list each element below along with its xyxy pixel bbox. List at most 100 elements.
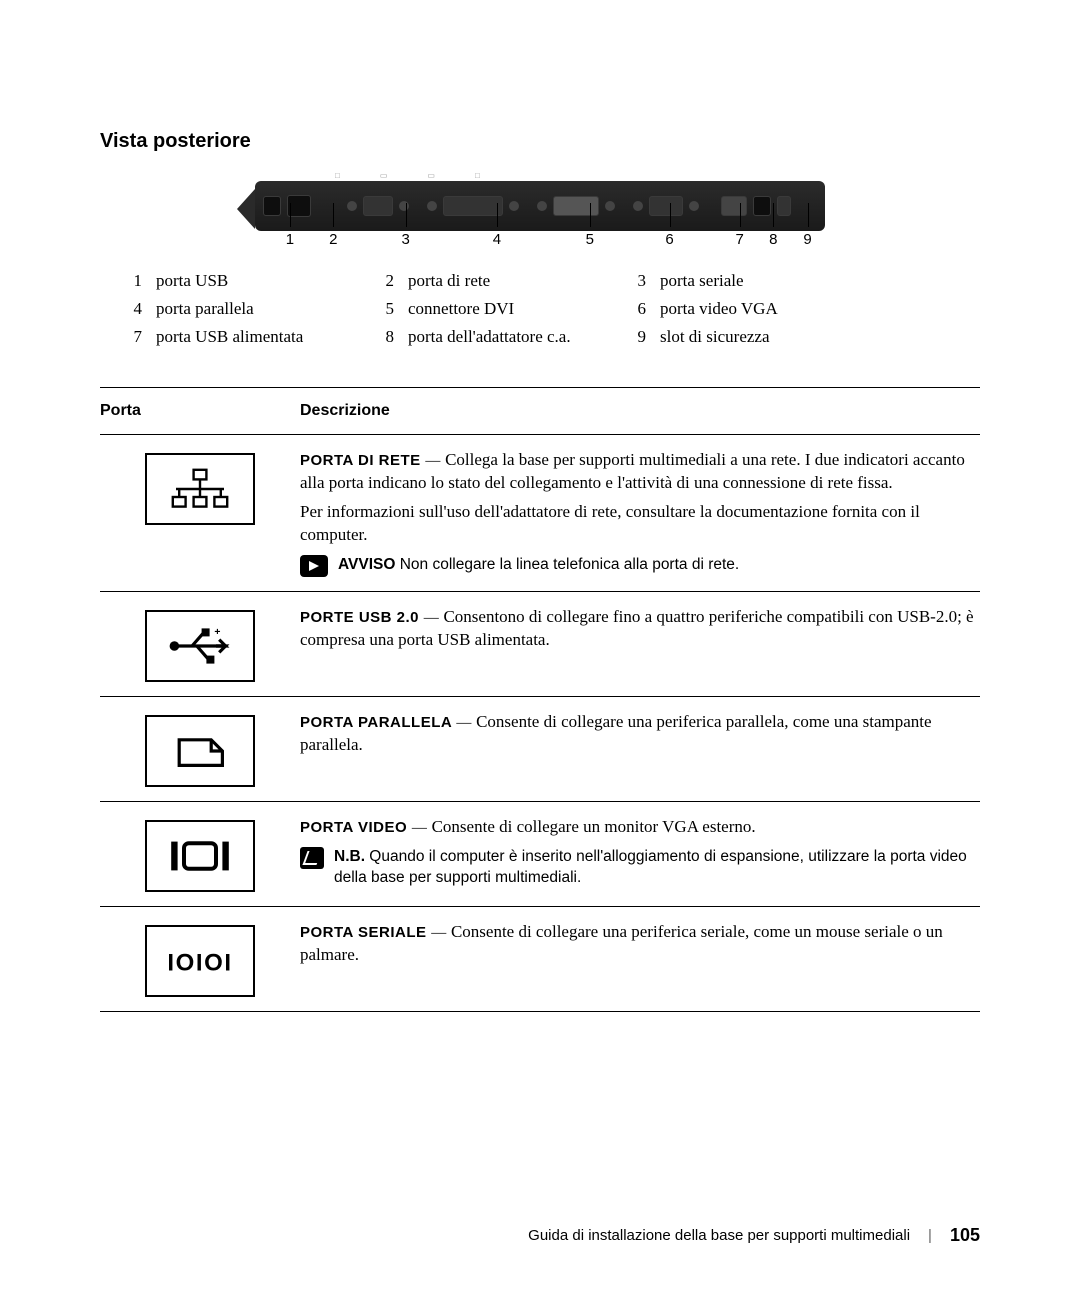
video-icon xyxy=(160,830,240,882)
screw-6 xyxy=(605,201,615,211)
icon-cell: + xyxy=(100,606,300,682)
desc-paragraph: PORTA DI RETE — Collega la base per supp… xyxy=(300,449,980,495)
callout-7: 7 xyxy=(736,231,744,248)
network-icon xyxy=(160,463,240,515)
table-row: PORTA DI RETE — Collega la base per supp… xyxy=(100,435,980,592)
legend-row: 4 porta parallela 5 connettore DVI 6 porta vi… xyxy=(120,299,980,319)
icon-cell xyxy=(100,449,300,577)
legend-label: porta USB alimentata xyxy=(156,327,303,347)
legend-num: 9 xyxy=(624,327,646,347)
legend-row: 7 porta USB alimentata 8 porta dell'adattat… xyxy=(120,327,980,347)
icon-box xyxy=(145,715,255,787)
screw-3 xyxy=(427,201,437,211)
callout-8: 8 xyxy=(769,231,777,248)
nb-text: N.B. Quando il computer è inserito nell'… xyxy=(334,847,980,889)
screw-2 xyxy=(399,201,409,211)
icon-box: IOIOI xyxy=(145,925,255,997)
footer-text: Guida di installazione della base per su… xyxy=(528,1227,910,1244)
legend-num: 1 xyxy=(120,271,142,291)
callout-3: 3 xyxy=(401,231,409,248)
avviso-note: AVVISO Non collegare la linea telefonica… xyxy=(300,555,980,577)
page-footer: Guida di installazione della base per su… xyxy=(528,1225,980,1246)
port-serial-shape xyxy=(363,196,393,216)
port-dvi-shape xyxy=(553,196,599,216)
svg-text:IOIOI: IOIOI xyxy=(167,949,232,976)
header-porta: Porta xyxy=(100,402,300,420)
page-number: 105 xyxy=(950,1225,980,1246)
icon-cell: IOIOI xyxy=(100,921,300,997)
callouts: 1 2 3 4 5 6 7 8 9 xyxy=(255,231,825,279)
header-desc: Descrizione xyxy=(300,402,390,420)
port-security xyxy=(777,196,791,216)
desc-cell: PORTE USB 2.0 — Consentono di collegare … xyxy=(300,606,980,682)
legend-cell: 5 connettore DVI xyxy=(372,299,624,319)
legend-num: 4 xyxy=(120,299,142,319)
table-row: PORTA VIDEO — Consente di collegare un m… xyxy=(100,802,980,907)
parallel-icon xyxy=(160,725,240,777)
avviso-icon xyxy=(300,555,328,577)
table-row: PORTA PARALLELA — Consente di collegare … xyxy=(100,697,980,802)
legend: 1porta USB2porta di rete3porta seriale4p… xyxy=(120,271,980,347)
footer-separator: | xyxy=(928,1227,932,1244)
legend-cell: 6 porta video VGA xyxy=(624,299,876,319)
desc-cell: PORTA VIDEO — Consente di collegare un m… xyxy=(300,816,980,892)
screw-4 xyxy=(509,201,519,211)
port-vga-shape xyxy=(649,196,683,216)
nb-note: N.B. Quando il computer è inserito nell'… xyxy=(300,847,980,889)
icon-box xyxy=(145,820,255,892)
nb-icon xyxy=(300,847,324,869)
callout-1: 1 xyxy=(286,231,294,248)
desc-cell: PORTA SERIALE — Consente di collegare un… xyxy=(300,921,980,997)
table-row: + PORTE USB 2.0 — Consentono di collegare… xyxy=(100,592,980,697)
desc-paragraph: PORTA SERIALE — Consente di collegare un… xyxy=(300,921,980,967)
device-rear: □▭▭□ 123456789 xyxy=(255,181,825,231)
port-usb xyxy=(263,196,281,216)
legend-label: porta parallela xyxy=(156,299,254,319)
screw-5 xyxy=(537,201,547,211)
callout-4: 4 xyxy=(493,231,501,248)
desc-cell: PORTA DI RETE — Collega la base per supp… xyxy=(300,449,980,577)
callout-2: 2 xyxy=(329,231,337,248)
desc-paragraph: PORTE USB 2.0 — Consentono di collegare … xyxy=(300,606,980,652)
device-top-icons: □▭▭□ xyxy=(255,171,825,180)
legend-num: 6 xyxy=(624,299,646,319)
icon-cell xyxy=(100,711,300,787)
legend-cell: 8 porta dell'adattatore c.a. xyxy=(372,327,624,347)
desc-paragraph-2: Per informazioni sull'uso dell'adattator… xyxy=(300,501,980,547)
rear-view-figure: □▭▭□ 123456789 xyxy=(100,181,980,231)
desc-paragraph: PORTA VIDEO — Consente di collegare un m… xyxy=(300,816,980,839)
legend-label: porta video VGA xyxy=(660,299,778,319)
legend-label: porta USB xyxy=(156,271,228,291)
port-ac-shape xyxy=(721,196,747,216)
icon-cell xyxy=(100,816,300,892)
section-title: Vista posteriore xyxy=(100,130,980,153)
legend-cell: 7 porta USB alimentata xyxy=(120,327,372,347)
legend-num: 8 xyxy=(372,327,394,347)
desc-paragraph: PORTA PARALLELA — Consente di collegare … xyxy=(300,711,980,757)
port-usb2 xyxy=(753,196,771,216)
legend-num: 7 xyxy=(120,327,142,347)
avviso-text: AVVISO Non collegare la linea telefonica… xyxy=(338,555,739,576)
callout-6: 6 xyxy=(665,231,673,248)
screw-1 xyxy=(347,201,357,211)
table-row: IOIOI PORTA SERIALE — Consente di collega… xyxy=(100,907,980,1012)
legend-cell: 4 porta parallela xyxy=(120,299,372,319)
table-header: Porta Descrizione xyxy=(100,388,980,435)
port-parallel-shape xyxy=(443,196,503,216)
icon-box xyxy=(145,453,255,525)
usb-icon: + xyxy=(160,620,240,672)
legend-num: 5 xyxy=(372,299,394,319)
legend-label: slot di sicurezza xyxy=(660,327,770,347)
ports-table: Porta Descrizione PORTA DI RETE — Colleg… xyxy=(100,387,980,1012)
legend-label: connettore DVI xyxy=(408,299,514,319)
callout-5: 5 xyxy=(586,231,594,248)
icon-box: + xyxy=(145,610,255,682)
screw-7 xyxy=(633,201,643,211)
desc-cell: PORTA PARALLELA — Consente di collegare … xyxy=(300,711,980,787)
legend-cell: 9 slot di sicurezza xyxy=(624,327,876,347)
callout-9: 9 xyxy=(803,231,811,248)
screw-8 xyxy=(689,201,699,211)
serial-icon: IOIOI xyxy=(160,935,240,987)
legend-label: porta dell'adattatore c.a. xyxy=(408,327,571,347)
svg-text:+: + xyxy=(214,627,220,638)
